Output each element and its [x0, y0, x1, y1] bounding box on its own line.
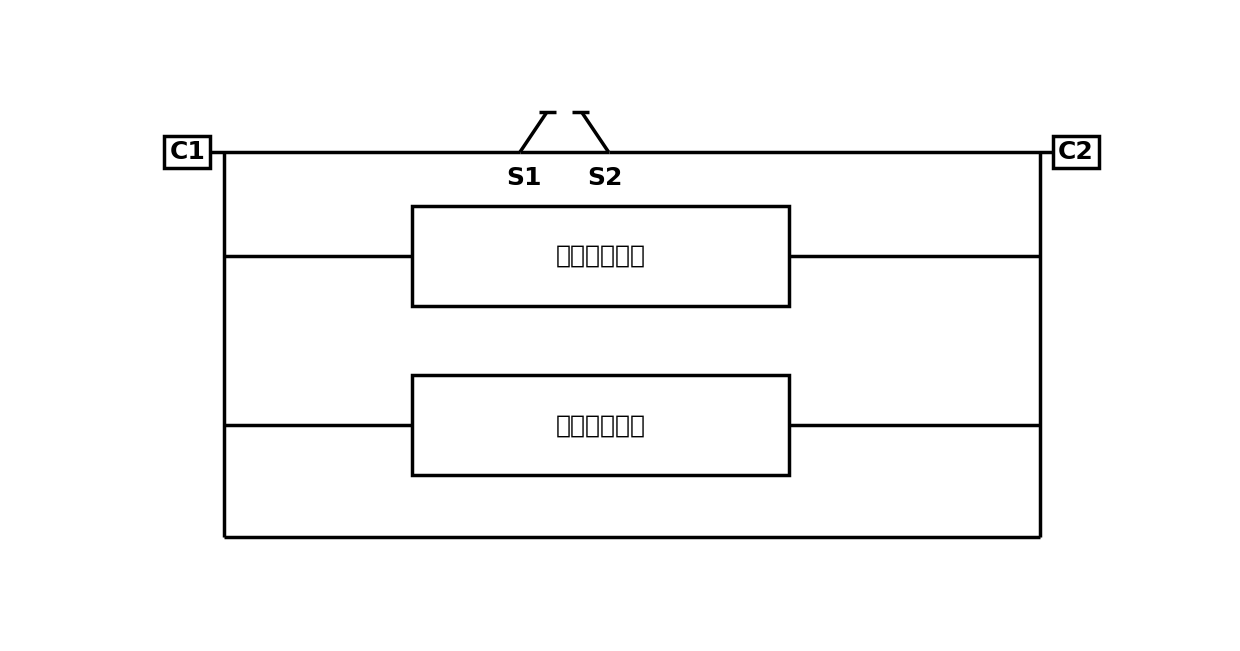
FancyBboxPatch shape — [164, 136, 211, 168]
Text: C1: C1 — [170, 140, 206, 164]
Text: S1: S1 — [506, 166, 542, 190]
FancyBboxPatch shape — [1053, 136, 1099, 168]
Text: S2: S2 — [587, 166, 622, 190]
FancyBboxPatch shape — [412, 376, 790, 475]
Text: 固态开关支路: 固态开关支路 — [556, 244, 646, 268]
FancyBboxPatch shape — [412, 206, 790, 306]
Text: C2: C2 — [1058, 140, 1094, 164]
Text: 振荡转移支路: 振荡转移支路 — [556, 413, 646, 437]
